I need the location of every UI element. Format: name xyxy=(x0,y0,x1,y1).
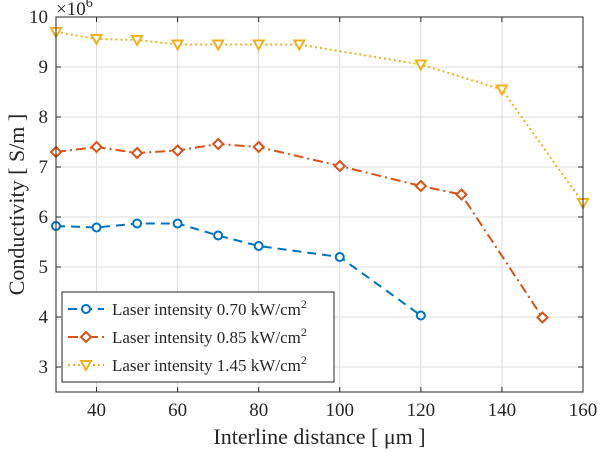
series-3 xyxy=(49,27,590,211)
y-axis-label: Conductivity [ S/m ] xyxy=(4,114,29,296)
y-tick-label: 9 xyxy=(39,57,49,78)
data-point xyxy=(89,34,104,47)
data-point xyxy=(415,310,426,321)
data-point xyxy=(454,188,468,201)
legend-label: Laser intensity 0.70 kW/cm2 xyxy=(112,297,307,319)
data-point xyxy=(171,144,185,157)
data-point xyxy=(211,137,225,151)
legend-label: Laser intensity 0.85 kW/cm2 xyxy=(112,325,307,347)
legend-label-superscript: 2 xyxy=(301,297,307,311)
legend-item-1: Laser intensity 0.70 kW/cm2 xyxy=(68,297,307,319)
data-point xyxy=(211,39,225,52)
legend-marker xyxy=(79,360,93,373)
data-point xyxy=(91,222,102,233)
data-point xyxy=(333,159,347,173)
y-tick-label: 4 xyxy=(39,307,49,328)
y-tick-label: 6 xyxy=(39,207,49,228)
x-tick-label: 60 xyxy=(168,400,187,421)
y-tick-label: 10 xyxy=(29,7,48,28)
legend-label-superscript: 2 xyxy=(301,325,307,339)
data-point xyxy=(495,84,509,97)
legend-label-superscript: 2 xyxy=(301,353,307,367)
series-line xyxy=(55,31,584,204)
grid xyxy=(56,16,584,392)
data-point xyxy=(213,230,224,241)
plot-frame xyxy=(55,16,584,393)
legend-label: Laser intensity 1.45 kW/cm2 xyxy=(112,353,307,375)
x-axis-label: Interline distance [ μm ] xyxy=(213,424,425,449)
data-point xyxy=(251,39,266,52)
y-tick-label: 7 xyxy=(39,157,49,178)
data-point xyxy=(414,179,428,193)
data-point xyxy=(414,59,428,72)
data-point xyxy=(132,218,143,229)
data-point xyxy=(292,39,306,52)
x-tick-label: 40 xyxy=(87,400,106,421)
data-point xyxy=(172,218,183,229)
data-point xyxy=(130,35,144,48)
y-multiplier-exponent: 6 xyxy=(86,0,93,11)
data-point xyxy=(252,140,266,154)
data-point xyxy=(90,140,103,154)
x-tick-label: 160 xyxy=(569,400,598,421)
x-tick-label: 120 xyxy=(407,400,436,421)
data-point xyxy=(334,252,345,262)
ticks xyxy=(56,16,584,392)
x-tick-label: 140 xyxy=(488,400,517,421)
y-tick-label: 3 xyxy=(39,357,49,378)
x-tick-label: 80 xyxy=(249,400,268,421)
y-tick-label: 8 xyxy=(39,107,49,128)
series-line xyxy=(55,222,422,317)
series-1 xyxy=(51,218,426,321)
data-point xyxy=(253,241,264,251)
y-multiplier-base: ×10 xyxy=(56,0,86,20)
legend-label-text: Laser intensity 0.85 kW/cm xyxy=(112,328,301,347)
data-point xyxy=(536,311,549,324)
legend-box xyxy=(61,291,335,383)
y-tick-label: 5 xyxy=(39,257,49,278)
series-line xyxy=(55,142,544,319)
legend-label-text: Laser intensity 0.70 kW/cm xyxy=(112,300,301,319)
y-axis-multiplier: ×106 xyxy=(56,0,93,20)
legend-item-2: Laser intensity 0.85 kW/cm2 xyxy=(68,325,307,347)
legend-label-text: Laser intensity 1.45 kW/cm xyxy=(112,356,301,375)
legend-marker xyxy=(79,330,93,344)
x-tick-label: 100 xyxy=(326,400,355,421)
tick-labels: 40 60 80 100 120 140 160 3 4 5 6 7 8 9 10 xyxy=(29,7,597,421)
legend-item-3: Laser intensity 1.45 kW/cm2 xyxy=(68,353,307,375)
legend-marker xyxy=(81,304,91,314)
data-point xyxy=(130,146,144,160)
data-point xyxy=(170,39,185,52)
series-layer xyxy=(49,27,590,324)
